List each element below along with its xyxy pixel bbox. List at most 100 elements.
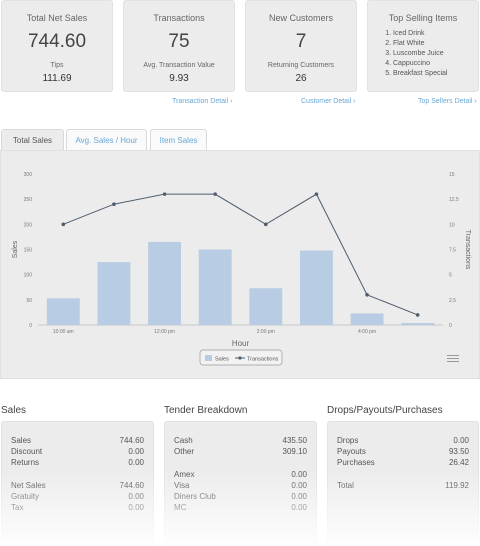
row-label: Gratuity [11, 492, 40, 501]
y2-tick-label: 5 [449, 273, 452, 279]
bar-sales [148, 241, 182, 325]
table-row: Cash 435.50 [174, 436, 307, 447]
transaction-detail-link[interactable]: Transaction Detail › [172, 98, 233, 105]
point-transactions [61, 222, 66, 227]
x-tick-label: 12:00 pm [154, 329, 175, 335]
y2-tick-label: 7.5 [449, 248, 456, 254]
bar-sales [97, 262, 131, 325]
table-row: Drops 0.00 [337, 436, 469, 447]
card-title: Transactions [153, 13, 205, 23]
row-label: Amex [174, 470, 195, 479]
row-value: 0.00 [128, 503, 144, 512]
table-row: Purchases 26.42 [337, 458, 469, 469]
top-selling-list: Iced Drink Flat White Luscombe Juice Cap… [368, 29, 478, 79]
drops-section-title: Drops/Payouts/Purchases [327, 405, 443, 416]
row-label: Net Sales [11, 481, 46, 490]
y-tick-label: 50 [26, 298, 32, 304]
y2-tick-label: 12.5 [449, 197, 459, 203]
table-row: Total 119.92 [337, 481, 469, 492]
sales-section-title: Sales [1, 405, 27, 416]
sales-chart: 0 50 100 150 200 250 300 0 2.5 5 7.5 10 12.5 15 10:00 … [0, 150, 480, 379]
y-tick-label: 0 [29, 323, 32, 329]
table-row: Sales 744.60 [11, 436, 144, 447]
y2-tick-label: 0 [449, 323, 452, 329]
row-label: Drops [337, 436, 359, 445]
y2-tick-label: 15 [449, 172, 455, 178]
table-row: Amex 0.00 [174, 470, 307, 481]
card-title: Top Selling Items [388, 13, 458, 23]
card-title: New Customers [268, 13, 333, 23]
bar-sales [46, 298, 80, 325]
row-value: 0.00 [128, 458, 144, 467]
row-value: 0.00 [128, 492, 144, 501]
y-tick-label: 100 [24, 273, 33, 279]
card-value: 75 [168, 31, 190, 52]
tab-avg-sales-hour[interactable]: Avg. Sales / Hour [66, 129, 147, 150]
list-item: Breakfast Special [393, 69, 478, 79]
table-row: Returns 0.00 [11, 458, 144, 469]
row-label: Other [174, 447, 195, 456]
row-value: 0.00 [291, 470, 307, 479]
point-transactions [162, 192, 167, 196]
row-value: 309.10 [282, 447, 307, 456]
point-transactions [213, 192, 217, 196]
row-value: 744.60 [119, 481, 144, 490]
top-sellers-detail-link[interactable]: Top Sellers Detail › [418, 98, 477, 105]
new-customers-card: New Customers 7 Returning Customers 26 [245, 0, 357, 92]
table-row: Tax 0.00 [11, 503, 144, 514]
top-selling-items-card: Top Selling Items Iced Drink Flat White … [367, 0, 479, 92]
tender-section-title: Tender Breakdown [164, 405, 248, 416]
row-value: 0.00 [128, 447, 144, 456]
card-value: 7 [295, 31, 307, 52]
bar-sales [350, 313, 384, 325]
row-value: 0.00 [453, 436, 469, 445]
y-tick-label: 150 [24, 248, 33, 254]
chart-menu-icon[interactable] [447, 353, 459, 364]
tab-item-sales[interactable]: Item Sales [150, 129, 207, 150]
x-tick-label: 10:00 am [53, 329, 74, 335]
sales-panel: Sales 744.60 Discount 0.00 Returns 0.00 Net… [1, 421, 154, 546]
legend-sales-swatch [205, 355, 212, 361]
line-transactions [63, 193, 418, 316]
point-transactions [365, 293, 369, 297]
list-item: Luscombe Juice [393, 49, 478, 59]
row-label: Discount [11, 447, 43, 456]
customer-detail-link[interactable]: Customer Detail › [301, 98, 356, 105]
row-value: 435.50 [282, 436, 307, 445]
row-value: 744.60 [119, 436, 144, 445]
row-value: 0.00 [291, 492, 307, 501]
row-value: 93.50 [448, 447, 469, 456]
list-item: Flat White [393, 39, 478, 49]
table-row: Visa 0.00 [174, 481, 307, 492]
list-item: Cappuccino [393, 59, 478, 69]
row-label: Sales [11, 436, 32, 445]
card-sub-label: Avg. Transaction Value [143, 62, 215, 69]
card-sub-label: Returning Customers [267, 62, 335, 69]
row-label: Payouts [337, 447, 366, 456]
tender-panel: Cash 435.50 Other 309.10 Amex 0.00 Visa 0.00… [164, 421, 317, 546]
table-row: Gratuity 0.00 [11, 492, 144, 503]
y2-axis-title: Transactions [464, 230, 471, 270]
y2-tick-label: 2.5 [449, 298, 456, 304]
legend-transactions-label: Transactions [247, 357, 279, 363]
x-tick-label: 4:00 pm [358, 329, 376, 335]
row-label: Purchases [337, 458, 375, 467]
y-tick-label: 300 [24, 172, 33, 178]
bar-sales [198, 249, 232, 325]
bar-sales [249, 288, 283, 325]
table-row: Payouts 93.50 [337, 447, 469, 458]
point-transactions [415, 313, 420, 317]
row-label: MC [174, 503, 187, 512]
card-sub-value: 111.69 [42, 73, 72, 84]
row-value: 26.42 [448, 458, 469, 467]
y-tick-label: 200 [24, 222, 33, 228]
sales-chart-svg: 0 50 100 150 200 250 300 0 2.5 5 7.5 10 12.5 15 10:00 … [12, 172, 471, 366]
tab-total-sales[interactable]: Total Sales [1, 129, 64, 151]
row-label: Visa [174, 481, 190, 490]
row-label: Cash [174, 436, 193, 445]
legend-transactions-marker [238, 356, 242, 360]
table-row: MC 0.00 [174, 503, 307, 514]
card-sub-value: 9.93 [169, 73, 189, 84]
legend-sales-label: Sales [215, 357, 229, 363]
card-sub-value: 26 [295, 73, 307, 84]
